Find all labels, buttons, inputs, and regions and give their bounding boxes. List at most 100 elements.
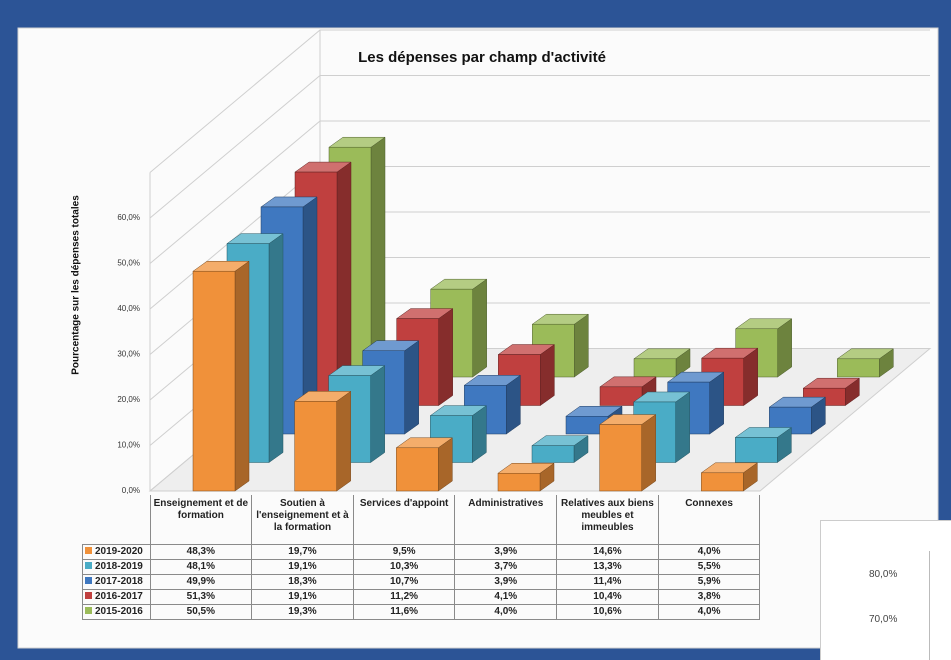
bar: [734, 426, 793, 463]
legend-label: 2017-2018: [95, 576, 143, 587]
value-label: 19,7%: [251, 544, 354, 560]
grid-line: [149, 75, 930, 219]
value-label: 51,3%: [149, 589, 253, 605]
overlay-tick: 70,0%: [869, 614, 898, 625]
legend-entry: 2016-2017: [82, 589, 151, 605]
value-label: 10,6%: [556, 604, 659, 620]
bar: [531, 435, 589, 463]
category-label: Soutien à l'enseignement et à la formati…: [251, 495, 354, 545]
bar-side: [540, 344, 555, 406]
legend-key: [85, 577, 92, 584]
category-label: Services d'appoint: [352, 495, 456, 545]
bar-front: [531, 445, 575, 463]
legend-entry: 2018-2019: [82, 559, 151, 575]
bar: [395, 437, 454, 492]
series-row: 2017-2018 49,9% 18,3% 10,7% 3,9% 11,4% 5,9%: [82, 574, 761, 590]
legend-key: [85, 607, 92, 614]
data-table: Enseignement et de formation Soutien à l'…: [82, 495, 761, 620]
bar: [599, 376, 657, 406]
value-label: 19,3%: [251, 604, 354, 620]
y-tick-label: 40,0%: [117, 304, 140, 313]
value-label: 10,3%: [352, 559, 456, 575]
bar-front: [192, 270, 236, 492]
y-tick-label: 10,0%: [117, 441, 140, 450]
bar-side: [370, 365, 385, 463]
y-axis-label: Pourcentage sur les dépenses totales: [71, 195, 82, 375]
value-label: 3,7%: [454, 559, 558, 575]
value-label: 9,5%: [352, 544, 456, 560]
y-tick-label: 60,0%: [117, 213, 140, 222]
legend-key: [85, 547, 92, 554]
category-label: Relatives aux biens meubles et immeubles: [556, 495, 659, 545]
category-label: Administratives: [454, 495, 558, 545]
legend-entry: 2019-2020: [82, 544, 151, 560]
bar-front: [735, 437, 778, 463]
bar: [836, 348, 895, 378]
bar: [598, 414, 657, 492]
y-tick-label: 50,0%: [117, 259, 140, 268]
bar: [293, 390, 352, 492]
category-label: Connexes: [657, 495, 761, 545]
chart-title: Les dépenses par champ d'activité: [358, 49, 606, 66]
value-label: 48,3%: [149, 544, 253, 560]
bar-front: [633, 358, 677, 378]
y-tick-label: 0,0%: [122, 486, 140, 495]
legend-label: 2016-2017: [95, 591, 143, 602]
value-label: 4,0%: [454, 604, 558, 620]
bar-side: [709, 371, 724, 435]
value-label: 3,9%: [454, 574, 558, 590]
legend-entry: 2017-2018: [82, 574, 151, 590]
series-row: 2018-2019 48,1% 19,1% 10,3% 3,7% 13,3% 5,5%: [82, 559, 761, 575]
value-label: 11,4%: [556, 574, 659, 590]
bar-side: [234, 260, 250, 492]
legend-key: [85, 562, 92, 569]
category-label: Enseignement et de formation: [149, 495, 253, 545]
bar-side: [404, 340, 419, 435]
bar-side: [574, 313, 589, 378]
bar-front: [396, 447, 439, 492]
bar-side: [472, 278, 487, 378]
bar-front: [599, 424, 642, 492]
value-label: 4,1%: [454, 589, 558, 605]
bar-side: [268, 233, 284, 463]
value-label: 13,3%: [556, 559, 659, 575]
bar: [633, 348, 691, 378]
legend-entry: 2015-2016: [82, 604, 151, 620]
overlay-tick: 80,0%: [869, 569, 898, 580]
grid-line: [149, 120, 930, 264]
legend-key: [85, 592, 92, 599]
series-row: 2016-2017 51,3% 19,1% 11,2% 4,1% 10,4% 3,8%: [82, 589, 761, 605]
series-row: 2019-2020 48,3% 19,7% 9,5% 3,9% 14,6% 4,0%: [82, 544, 761, 560]
bar-front: [837, 358, 880, 378]
overlay-axis: [929, 551, 930, 660]
corner: [83, 495, 151, 545]
legend-label: 2018-2019: [95, 561, 143, 572]
header-row: Enseignement et de formation Soutien à l'…: [83, 495, 761, 545]
value-label: 3,8%: [657, 589, 761, 605]
bar-front: [497, 473, 541, 492]
value-label: 5,9%: [657, 574, 761, 590]
bar: [700, 462, 759, 492]
value-label: 5,5%: [657, 559, 761, 575]
y-tick-label: 20,0%: [117, 395, 140, 404]
value-label: 14,6%: [556, 544, 659, 560]
bar: [497, 462, 555, 492]
bar-front: [701, 472, 744, 492]
value-label: 4,0%: [657, 604, 761, 620]
value-label: 19,1%: [251, 589, 354, 605]
back-wall-top: [149, 29, 930, 173]
value-label: 4,0%: [657, 544, 761, 560]
value-label: 18,3%: [251, 574, 354, 590]
value-label: 50,5%: [149, 604, 253, 620]
value-label: 48,1%: [149, 559, 253, 575]
y-tick-label: 30,0%: [117, 350, 140, 359]
overlay-window: 80,0% 70,0%: [820, 520, 951, 660]
value-label: 11,6%: [352, 604, 456, 620]
bar: [192, 260, 250, 492]
series-row: 2015-2016 50,5% 19,3% 11,6% 4,0% 10,6% 4,0%: [82, 604, 761, 620]
value-label: 10,7%: [352, 574, 456, 590]
bar-side: [438, 308, 453, 406]
value-label: 3,9%: [454, 544, 558, 560]
value-label: 11,2%: [352, 589, 456, 605]
